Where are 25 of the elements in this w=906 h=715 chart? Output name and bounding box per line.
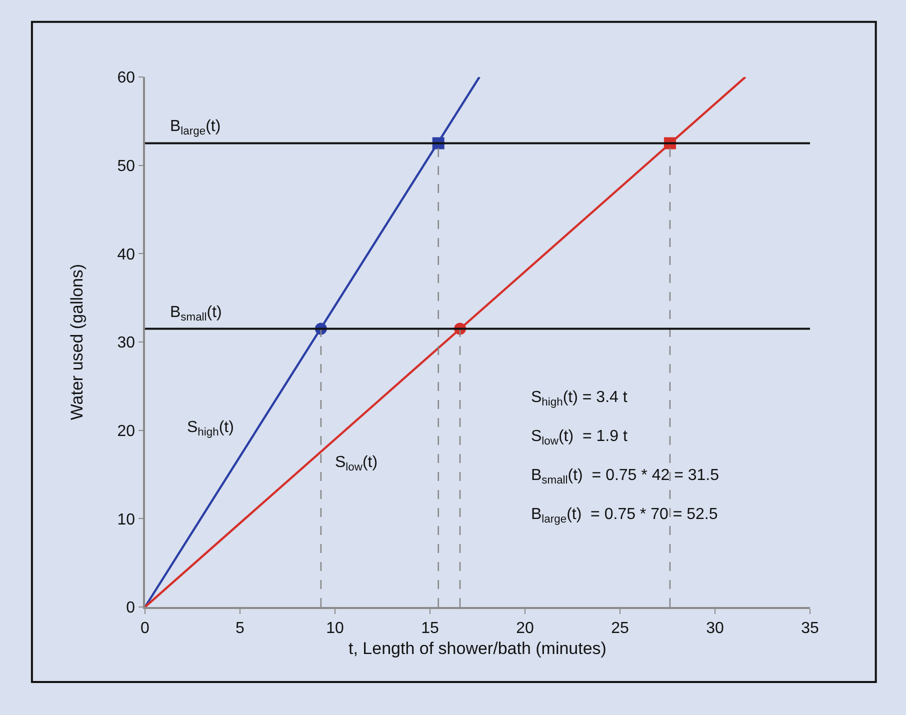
ref-line-label: B$_{large}$(t)	[170, 118, 221, 138]
x-tick-label: 35	[801, 620, 819, 637]
ref-line-label: B$_{small}$(t)	[170, 304, 222, 324]
annotation: B$_{small}$(t) = 0.75 * 42 = 31.5	[531, 467, 720, 486]
y-tick-label: 60	[117, 70, 136, 87]
x-axis-title: t, Length of shower/bath (minutes)	[348, 638, 606, 658]
x-tick-label: 20	[516, 620, 534, 637]
y-tick-label: 40	[117, 246, 136, 264]
x-tick-label: 30	[706, 620, 724, 637]
annotation: S$_{low}$(t) = 1.9 t	[531, 428, 628, 448]
annotation: S$_{high}$(t) = 3.4 t	[531, 389, 628, 408]
y-tick-label: 50	[117, 158, 136, 175]
y-tick-label: 0	[126, 600, 136, 617]
y-tick-label: 20	[117, 422, 136, 440]
annotation: S$_{low}$(t)	[335, 454, 378, 474]
annotation: S$_{high}$(t)	[187, 419, 234, 438]
y-tick-label: 10	[117, 511, 136, 528]
y-axis-title: Water used (gallons)	[67, 264, 86, 420]
y-tick-label: 30	[117, 334, 136, 352]
annotation: B$_{large}$(t) = 0.75 * 70 = 52.5	[531, 506, 718, 526]
x-tick-label: 5	[236, 620, 245, 637]
x-tick-label: 25	[611, 620, 629, 637]
x-tick-label: 15	[421, 620, 439, 637]
x-tick-label: 10	[326, 620, 344, 637]
x-tick-label: 0	[140, 620, 150, 637]
